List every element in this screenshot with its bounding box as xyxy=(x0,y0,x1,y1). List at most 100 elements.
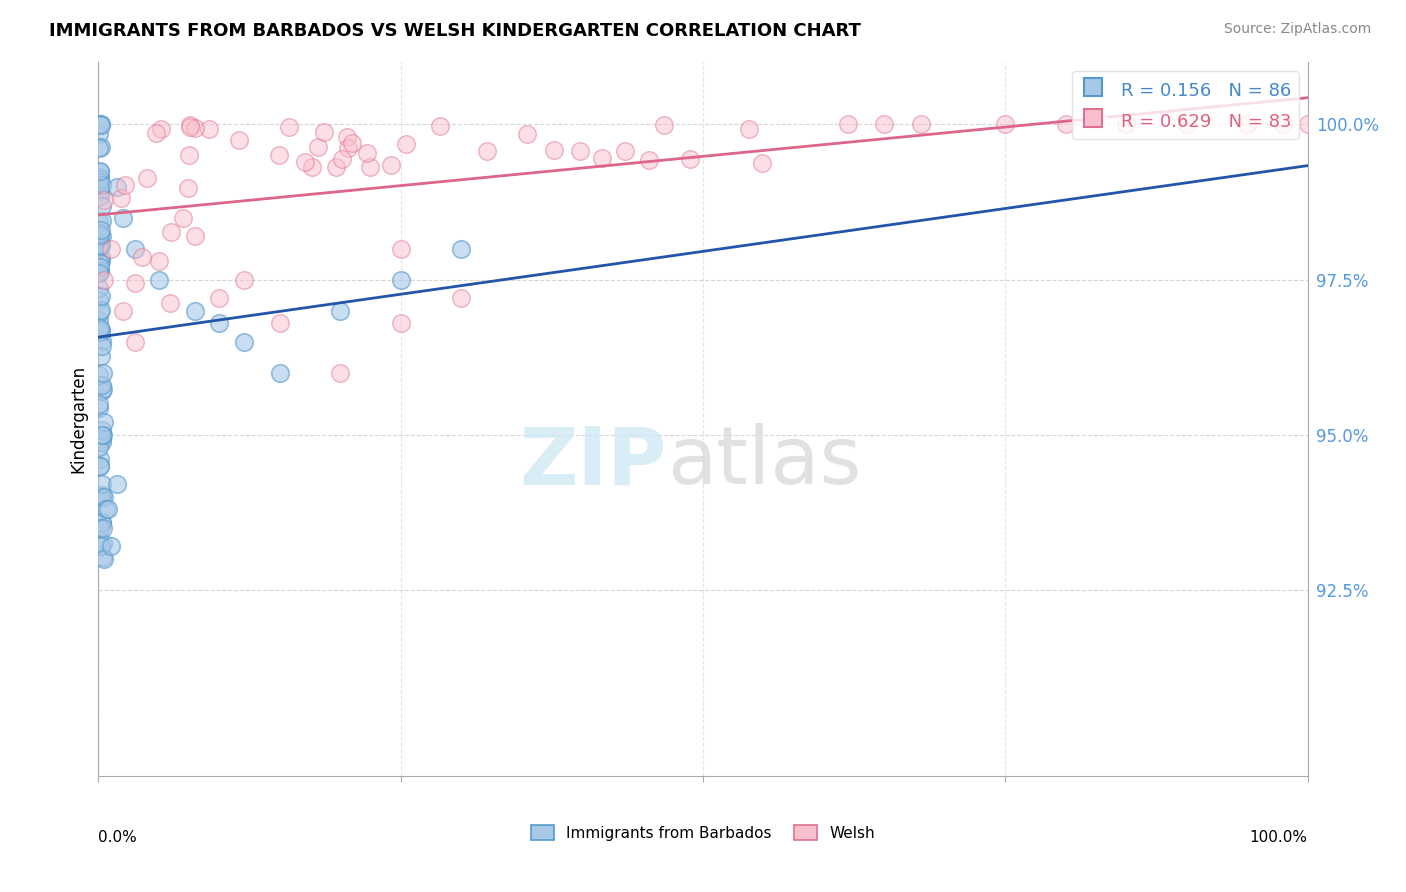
Point xyxy=(89,266,111,280)
Point xyxy=(91,516,114,530)
Point xyxy=(90,236,112,251)
Point xyxy=(89,226,111,240)
Point xyxy=(150,122,173,136)
Point xyxy=(145,126,167,140)
Point xyxy=(1115,118,1137,132)
Text: 100.0%: 100.0% xyxy=(1250,830,1308,845)
Point xyxy=(105,179,128,194)
Point xyxy=(90,540,112,554)
Point xyxy=(87,175,110,189)
Point xyxy=(90,349,112,363)
Point xyxy=(89,304,111,318)
Point xyxy=(90,487,112,501)
Point xyxy=(89,189,111,203)
Point xyxy=(89,322,111,336)
Point xyxy=(91,339,114,353)
Point xyxy=(356,146,378,161)
Point xyxy=(179,148,201,162)
Point xyxy=(114,178,136,193)
Point xyxy=(591,151,613,165)
Point xyxy=(569,144,592,158)
Point xyxy=(89,264,111,278)
Point xyxy=(994,118,1017,132)
Point xyxy=(176,181,198,195)
Point xyxy=(89,293,111,308)
Point xyxy=(179,118,201,132)
Point xyxy=(90,490,112,504)
Point xyxy=(90,250,112,264)
Point xyxy=(94,502,117,516)
Point xyxy=(91,521,114,535)
Point xyxy=(89,184,111,198)
Text: ZIP: ZIP xyxy=(519,423,666,501)
Point xyxy=(679,152,702,166)
Point xyxy=(136,171,159,186)
Point xyxy=(172,211,194,225)
Point xyxy=(873,118,896,132)
Point xyxy=(90,253,112,268)
Point xyxy=(90,223,112,237)
Point xyxy=(111,303,134,318)
Point xyxy=(359,160,381,174)
Point xyxy=(89,260,111,275)
Point xyxy=(87,281,110,295)
Point xyxy=(90,118,112,132)
Point xyxy=(89,458,111,473)
Point xyxy=(90,434,112,449)
Point xyxy=(93,552,115,566)
Point xyxy=(90,214,112,228)
Point xyxy=(87,230,110,244)
Point xyxy=(329,303,352,318)
Point xyxy=(89,440,111,454)
Point xyxy=(89,320,111,334)
Point xyxy=(208,291,231,305)
Point xyxy=(389,272,412,286)
Point xyxy=(184,229,207,244)
Point xyxy=(543,144,565,158)
Point xyxy=(336,129,359,144)
Point xyxy=(89,533,111,547)
Point xyxy=(1175,118,1198,132)
Point xyxy=(294,155,316,169)
Point xyxy=(89,171,111,186)
Point xyxy=(395,136,418,151)
Point xyxy=(124,334,146,349)
Point xyxy=(89,164,111,178)
Point xyxy=(100,242,122,256)
Point xyxy=(93,193,115,207)
Point xyxy=(89,240,111,254)
Point xyxy=(329,366,352,380)
Legend: R = 0.156   N = 86, R = 0.629   N = 83: R = 0.156 N = 86, R = 0.629 N = 83 xyxy=(1073,71,1299,139)
Point xyxy=(1236,118,1258,132)
Point xyxy=(90,178,112,192)
Point xyxy=(90,378,112,392)
Point xyxy=(389,242,412,256)
Point xyxy=(91,229,114,244)
Point xyxy=(837,118,859,132)
Y-axis label: Kindergarten: Kindergarten xyxy=(69,365,87,474)
Point xyxy=(89,164,111,178)
Point xyxy=(89,368,111,382)
Point xyxy=(228,132,250,146)
Point xyxy=(278,120,301,135)
Point xyxy=(90,325,112,339)
Point xyxy=(90,490,112,504)
Point xyxy=(91,427,114,442)
Text: IMMIGRANTS FROM BARBADOS VS WELSH KINDERGARTEN CORRELATION CHART: IMMIGRANTS FROM BARBADOS VS WELSH KINDER… xyxy=(49,22,860,40)
Point xyxy=(91,384,114,399)
Point xyxy=(124,277,146,291)
Point xyxy=(184,303,207,318)
Point xyxy=(89,169,111,184)
Point xyxy=(90,140,112,154)
Point xyxy=(89,521,111,535)
Point xyxy=(910,118,932,132)
Point xyxy=(91,549,114,564)
Point xyxy=(90,334,112,349)
Point xyxy=(93,272,115,286)
Text: Source: ZipAtlas.com: Source: ZipAtlas.com xyxy=(1223,22,1371,37)
Point xyxy=(208,316,231,330)
Point xyxy=(159,296,181,310)
Point xyxy=(91,477,114,491)
Point xyxy=(232,272,254,286)
Point xyxy=(325,161,347,175)
